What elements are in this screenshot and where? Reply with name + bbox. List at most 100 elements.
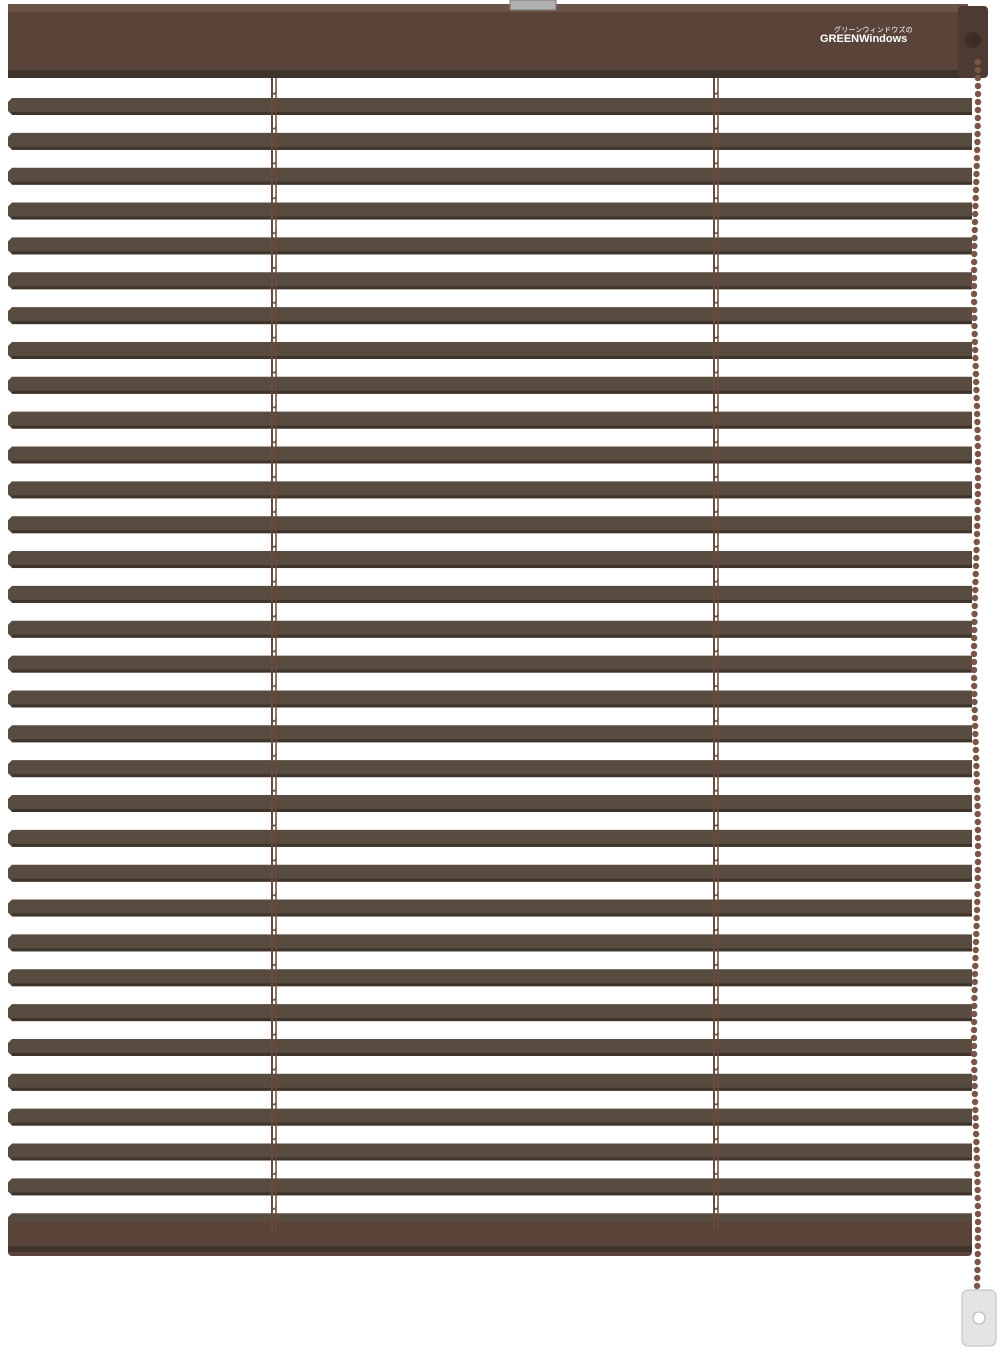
chain-bead	[974, 66, 982, 74]
chain-bead	[974, 890, 981, 898]
chain-bead	[974, 82, 982, 90]
blind-slat	[8, 864, 972, 882]
ladder-rung	[271, 1032, 277, 1036]
chain-bead	[973, 178, 980, 186]
chain-bead	[974, 122, 981, 130]
ladder-rung	[271, 788, 277, 792]
ladder-rung	[713, 405, 719, 409]
blind-slat	[8, 237, 972, 255]
chain-bead	[970, 266, 978, 274]
slat-shadow	[12, 251, 972, 255]
chain-bead	[974, 818, 982, 826]
ladder-rung	[271, 928, 277, 932]
chain-bead	[972, 186, 980, 194]
blind-slat	[8, 725, 972, 743]
chain-bead	[972, 1114, 979, 1122]
blind-slat	[8, 516, 972, 534]
chain-bead	[973, 1146, 980, 1154]
chain-bead	[974, 498, 981, 506]
slat-shadow	[12, 530, 972, 534]
ladder-rung	[713, 1171, 719, 1176]
chain-bead	[974, 1178, 981, 1186]
ladder-rung	[271, 823, 277, 827]
chain-bead	[971, 1090, 979, 1098]
chain-bead	[974, 90, 982, 98]
chain-bead	[974, 130, 981, 138]
chain-bead	[974, 858, 982, 866]
blind-slat	[8, 411, 972, 429]
blind-slat	[8, 481, 972, 499]
chain-bead	[974, 1218, 982, 1226]
chain-bead	[970, 658, 978, 666]
chain-bead	[972, 1130, 980, 1138]
chain-bead	[973, 762, 980, 770]
slat-shadow	[12, 112, 972, 115]
chain-bead	[973, 170, 980, 178]
ladder-rung	[271, 684, 277, 688]
ladder-rung	[713, 370, 719, 374]
chain-bead	[973, 394, 980, 402]
slat-shadow	[12, 739, 972, 743]
chain-bead	[971, 722, 979, 730]
blind-slat	[8, 690, 972, 708]
chain-bead	[970, 666, 978, 674]
chain-bead	[974, 1234, 982, 1242]
blind-slat	[8, 307, 972, 325]
ladder-rung	[713, 231, 719, 235]
slat-shadow	[12, 983, 972, 987]
chain-bead	[971, 994, 978, 1002]
slat-shadow	[12, 809, 972, 812]
blind-slat	[8, 446, 972, 464]
chain-bead	[974, 474, 982, 482]
chain-bead	[973, 538, 980, 546]
slat-shadow	[12, 1192, 972, 1196]
chain-bead	[971, 338, 979, 346]
chain-bead	[973, 1138, 980, 1146]
chain-bead	[974, 482, 982, 490]
slat-shadow	[12, 565, 972, 569]
ladder-rung	[713, 788, 719, 792]
ladder-rung	[713, 126, 719, 130]
ladder-rung	[713, 962, 719, 966]
blind-slat	[8, 98, 972, 115]
chain-bead	[971, 706, 978, 714]
ladder-rung	[271, 1067, 277, 1071]
ladder-rung	[271, 753, 277, 757]
ladder-rung	[713, 928, 719, 932]
chain-bead	[971, 234, 978, 242]
chain-bead	[973, 930, 980, 938]
chain-bead	[970, 1026, 978, 1034]
chain-bead	[974, 826, 982, 834]
slat-shadow	[12, 669, 972, 673]
slat-shadow	[12, 634, 972, 638]
head-rail	[8, 4, 968, 78]
slat-shadow	[12, 774, 972, 778]
chain-bead	[974, 466, 982, 474]
slat-shadow	[12, 321, 972, 325]
chain-bead	[974, 434, 981, 442]
chain-bead	[973, 770, 980, 778]
ladder-rung	[713, 718, 719, 723]
chain-bead	[974, 834, 982, 842]
chain-bead	[971, 610, 978, 618]
chain-bead	[974, 874, 981, 882]
chain-tassel-hole	[972, 1311, 986, 1325]
blind-slat	[8, 1073, 972, 1091]
chain-bead	[971, 714, 979, 722]
ladder-rung	[713, 893, 719, 897]
slat-shadow	[12, 1018, 972, 1022]
slat-shadow	[12, 913, 972, 917]
ladder-rung	[271, 649, 277, 653]
ladder-rung	[713, 997, 719, 1001]
ladder-rung	[271, 474, 277, 479]
slat-shadow	[12, 181, 972, 185]
chain-bead	[974, 1202, 982, 1210]
slat-shadow	[12, 843, 972, 847]
chain-bead	[974, 802, 981, 810]
blind-slat	[8, 1178, 972, 1196]
chain-bead	[974, 850, 982, 858]
chain-bead	[971, 306, 978, 314]
head-rail-bottom	[8, 70, 968, 78]
slat-shadow	[12, 460, 972, 464]
chain-bead	[973, 914, 980, 922]
